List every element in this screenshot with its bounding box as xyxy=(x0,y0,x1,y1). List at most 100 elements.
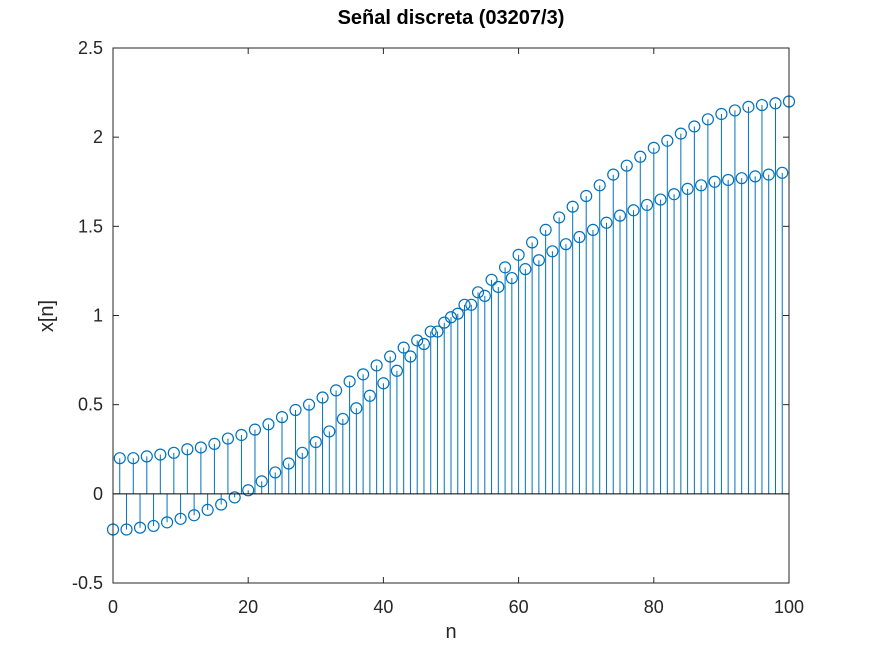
stem-marker xyxy=(620,159,633,172)
stem-marker xyxy=(728,104,742,117)
stem-marker xyxy=(681,182,694,195)
stem-marker xyxy=(377,377,390,390)
stem-marker xyxy=(715,107,728,121)
stem-marker xyxy=(755,98,769,112)
stem-marker xyxy=(147,519,160,533)
stem-marker xyxy=(174,512,187,525)
stem-marker xyxy=(120,523,133,536)
stem-marker xyxy=(667,188,681,201)
stem-marker xyxy=(424,325,437,338)
y-tick-label: 2 xyxy=(93,127,103,147)
stem-marker xyxy=(140,450,153,463)
x-tick-label: 0 xyxy=(108,597,118,617)
stem-marker xyxy=(296,446,309,459)
stem-marker xyxy=(553,211,566,224)
stem-marker xyxy=(167,446,180,459)
stem-marker xyxy=(262,418,275,431)
stem-marker xyxy=(586,223,600,236)
stem-marker xyxy=(188,509,201,522)
stem-marker xyxy=(688,120,701,133)
stem-marker xyxy=(154,448,167,461)
stem-marker xyxy=(302,398,316,411)
stem-marker xyxy=(451,307,464,320)
stem-marker xyxy=(228,491,241,504)
x-tick-label: 100 xyxy=(774,597,804,617)
x-tick-label: 60 xyxy=(509,597,529,617)
stem-marker xyxy=(181,443,194,456)
stem-marker xyxy=(512,248,525,261)
stem-marker xyxy=(208,437,221,450)
stem-marker xyxy=(269,466,282,479)
y-axis-label: x[n] xyxy=(36,300,58,332)
stem-marker xyxy=(343,375,356,388)
stem-marker xyxy=(640,198,654,212)
stem-marker xyxy=(444,311,458,324)
stem-marker xyxy=(627,204,640,217)
stem-marker xyxy=(735,172,748,185)
stem-marker xyxy=(566,200,579,213)
stem-marker xyxy=(323,425,336,438)
x-tick-label: 20 xyxy=(238,597,258,617)
stem-marker xyxy=(674,127,687,140)
stem-marker xyxy=(769,97,782,110)
stem-marker xyxy=(762,168,775,181)
stem-marker xyxy=(492,280,505,294)
x-axis-label: n xyxy=(445,621,456,643)
stem-marker xyxy=(431,325,444,338)
stem-series xyxy=(106,95,796,536)
stem-marker xyxy=(749,170,762,183)
stem-marker xyxy=(336,412,349,426)
stem-marker xyxy=(593,179,606,192)
stem-marker xyxy=(647,141,660,154)
stem-marker xyxy=(708,175,721,188)
stem-marker xyxy=(113,452,126,465)
stem-marker xyxy=(505,271,518,285)
stem-marker xyxy=(390,364,404,377)
stem-marker xyxy=(357,368,370,381)
stem-marker xyxy=(580,189,593,203)
stem-marker xyxy=(350,402,363,415)
stem-marker xyxy=(573,230,586,244)
stem-marker xyxy=(201,503,214,516)
stem-marker xyxy=(316,391,329,404)
y-tick-label: -0.5 xyxy=(72,573,103,593)
stem-marker xyxy=(532,254,545,267)
stem-marker xyxy=(695,179,708,192)
y-tick-label: 1 xyxy=(93,306,103,326)
stem-marker xyxy=(559,238,573,251)
stem-marker xyxy=(539,223,552,236)
stem-marker xyxy=(411,334,424,347)
stem-marker xyxy=(634,150,647,163)
x-tick-label: 40 xyxy=(373,597,393,617)
stem-marker xyxy=(465,298,478,311)
stem-marker xyxy=(498,261,512,274)
y-axis: -0.5 0 0.5 1 1.5 2 2.5 xyxy=(72,38,789,593)
stem-marker xyxy=(471,286,485,299)
stem-marker xyxy=(701,113,714,126)
stem-marker xyxy=(600,216,613,229)
stem-marker xyxy=(309,436,322,449)
stem-marker xyxy=(485,273,498,286)
y-tick-label: 0 xyxy=(93,484,103,504)
stem-marker xyxy=(546,245,559,258)
stem-marker xyxy=(329,384,343,397)
stem-marker xyxy=(654,193,667,206)
stem-marker xyxy=(160,516,174,529)
stem-marker xyxy=(282,457,295,470)
stem-marker xyxy=(458,298,471,311)
y-tick-label: 1.5 xyxy=(78,216,103,236)
stem-marker xyxy=(194,441,207,454)
stem-marker xyxy=(478,289,491,302)
stem-marker xyxy=(404,350,417,363)
stem-marker xyxy=(275,411,289,424)
stem-marker xyxy=(255,475,268,488)
stem-marker xyxy=(607,168,620,181)
stem-marker xyxy=(133,521,147,534)
stem-marker xyxy=(776,166,789,179)
stem-marker xyxy=(526,236,539,249)
stem-marker xyxy=(519,263,532,276)
stem-marker xyxy=(417,337,431,351)
stem-marker xyxy=(221,432,235,445)
stem-marker xyxy=(661,134,674,147)
